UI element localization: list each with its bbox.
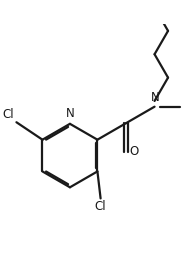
Text: O: O [130, 145, 139, 158]
Text: Cl: Cl [95, 200, 106, 213]
Text: Cl: Cl [3, 108, 14, 121]
Text: N: N [66, 107, 74, 120]
Text: N: N [151, 90, 160, 104]
